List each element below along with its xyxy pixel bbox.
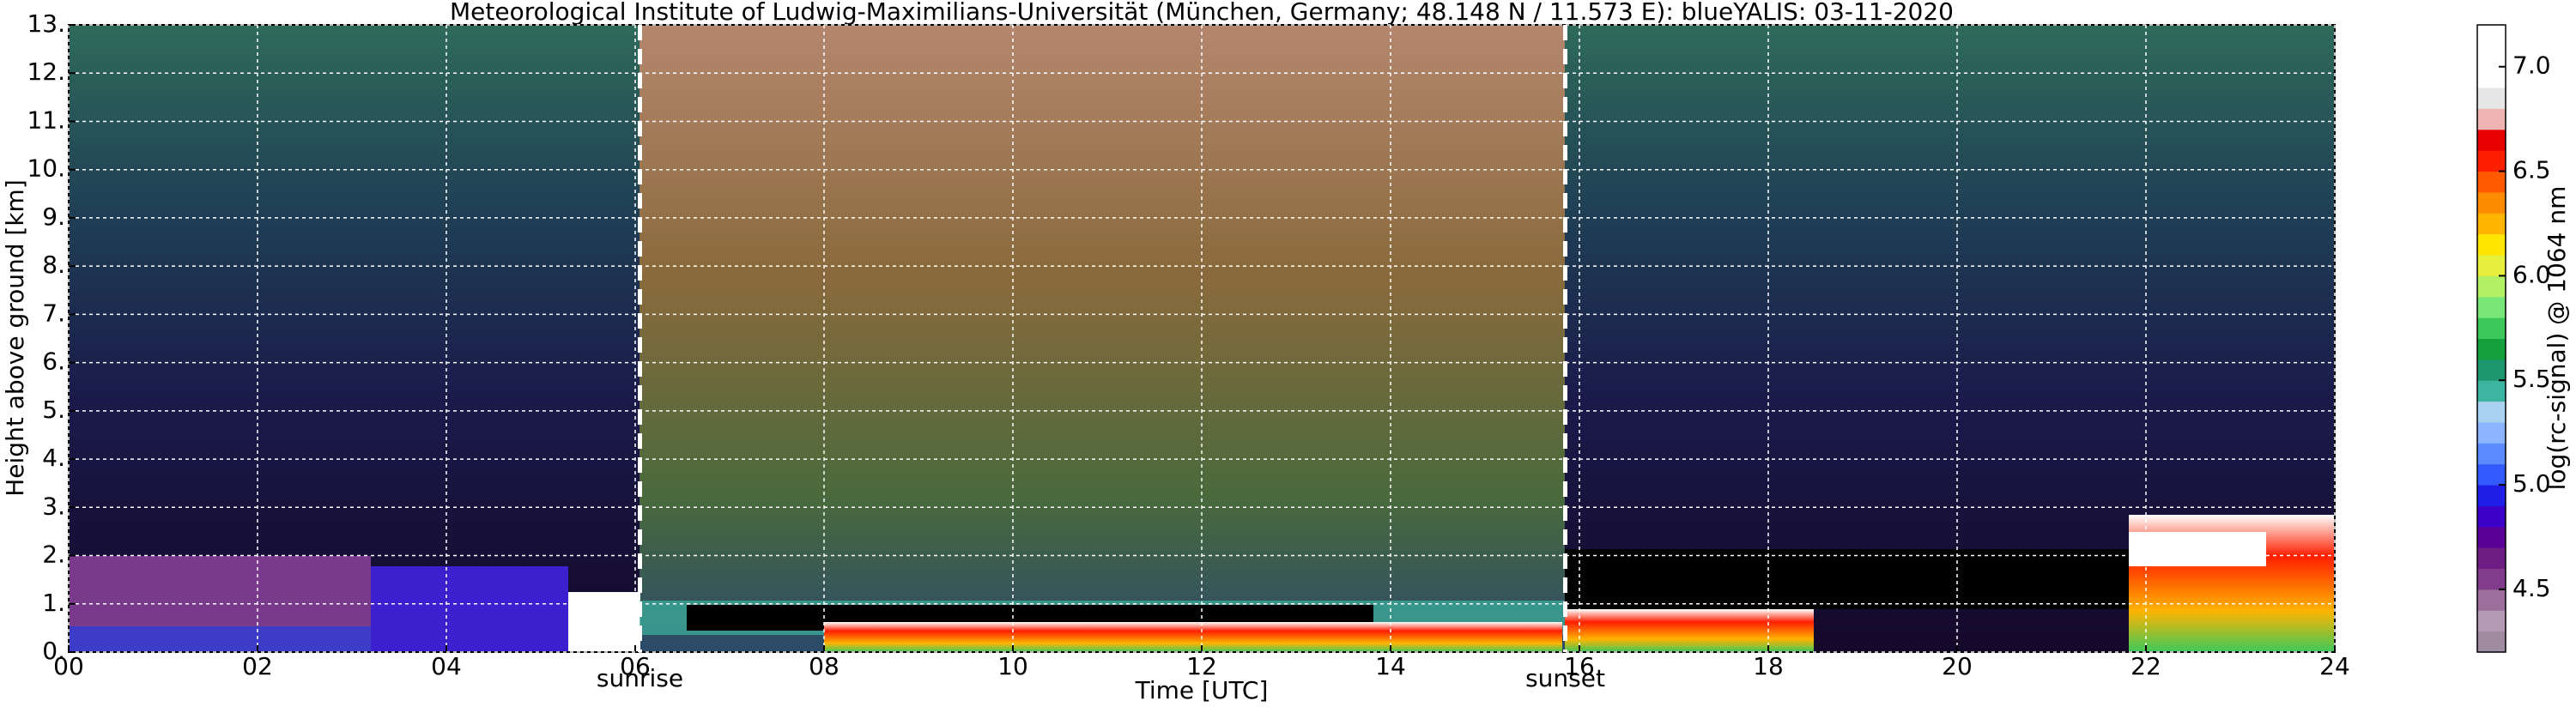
y-tick-label: 0. bbox=[42, 637, 65, 665]
colorbar-segment bbox=[2477, 443, 2506, 465]
colorbar-segment bbox=[2477, 568, 2506, 590]
y-tick-label: 1. bbox=[42, 589, 65, 617]
y-tick-label: 9. bbox=[42, 202, 65, 231]
colorbar-label: log(rc-signal) @ 1064 nm bbox=[2543, 186, 2571, 491]
x-tick-label: 24 bbox=[2319, 652, 2350, 680]
y-tick-label: 2. bbox=[42, 541, 65, 569]
colorbar-segment bbox=[2477, 380, 2506, 402]
x-tick-label: 12 bbox=[1186, 652, 1217, 680]
y-tick-label: 11. bbox=[27, 106, 65, 134]
colorbar-segment bbox=[2477, 485, 2506, 506]
colorbar-segment bbox=[2477, 66, 2506, 88]
y-tick-label: 7. bbox=[42, 299, 65, 327]
y-tick-label: 5. bbox=[42, 396, 65, 424]
colorbar-tick-label: 5.0 bbox=[2512, 469, 2551, 498]
colorbar-segment bbox=[2477, 88, 2506, 109]
colorbar-segment bbox=[2477, 317, 2506, 339]
y-tick-label: 13. bbox=[27, 9, 65, 38]
colorbar-segment bbox=[2477, 108, 2506, 130]
annotation-label: sunrise bbox=[597, 664, 683, 692]
y-tick-label: 12. bbox=[27, 57, 65, 86]
chart-title: Meteorological Institute of Ludwig-Maxim… bbox=[450, 0, 1954, 26]
x-tick-label: 06 bbox=[620, 652, 651, 680]
x-tick-label: 04 bbox=[431, 652, 462, 680]
colorbar-segment bbox=[2477, 463, 2506, 486]
colorbar-segment bbox=[2477, 401, 2506, 423]
x-tick-label: 18 bbox=[1753, 652, 1784, 680]
colorbar-segment bbox=[2477, 25, 2506, 46]
colorbar-segment bbox=[2477, 45, 2506, 68]
colorbar-segment bbox=[2477, 213, 2506, 235]
x-tick-label: 00 bbox=[53, 652, 84, 680]
y-tick-label: 6. bbox=[42, 347, 65, 376]
annotation-label: sunset bbox=[1525, 664, 1605, 692]
x-tick-label: 16 bbox=[1564, 652, 1595, 680]
colorbar-segment bbox=[2477, 526, 2506, 548]
colorbar-tick-label: 5.5 bbox=[2512, 365, 2551, 393]
y-tick-label: 3. bbox=[42, 492, 65, 520]
y-tick-label: 4. bbox=[42, 444, 65, 472]
colorbar-segment bbox=[2477, 296, 2506, 318]
colorbar-segment bbox=[2477, 150, 2506, 172]
colorbar-segment bbox=[2477, 589, 2506, 611]
colorbar-segment bbox=[2477, 610, 2506, 632]
y-tick-label: 8. bbox=[42, 251, 65, 279]
colorbar-tick-label: 6.0 bbox=[2512, 260, 2551, 288]
colorbar-segment bbox=[2477, 338, 2506, 360]
colorbar-segment bbox=[2477, 547, 2506, 570]
colorbar-tick-label: 7.0 bbox=[2512, 51, 2551, 80]
colorbar-tick-label: 4.5 bbox=[2512, 574, 2551, 602]
x-tick-label: 10 bbox=[997, 652, 1028, 680]
colorbar-segment bbox=[2477, 191, 2506, 214]
colorbar-segment bbox=[2477, 275, 2506, 298]
x-axis-label: Time [UTC] bbox=[1135, 676, 1269, 704]
x-tick-label: 14 bbox=[1375, 652, 1406, 680]
colorbar-segment bbox=[2477, 505, 2506, 528]
heatmap bbox=[69, 25, 2335, 652]
x-tick-label: 22 bbox=[2131, 652, 2161, 680]
colorbar-segment bbox=[2477, 255, 2506, 276]
x-tick-label: 08 bbox=[809, 652, 839, 680]
colorbar-segment bbox=[2477, 129, 2506, 151]
colorbar-segment bbox=[2477, 233, 2506, 256]
colorbar-segment bbox=[2477, 421, 2506, 444]
colorbar-segment bbox=[2477, 359, 2506, 381]
colorbar-tick-label: 6.5 bbox=[2512, 156, 2551, 184]
colorbar-segment bbox=[2477, 631, 2506, 653]
x-tick-label: 02 bbox=[242, 652, 273, 680]
y-axis-label: Height above ground [km] bbox=[1, 179, 29, 497]
colorbar-frame bbox=[2476, 24, 2506, 653]
x-tick-label: 20 bbox=[1942, 652, 1973, 680]
colorbar-segment bbox=[2477, 171, 2506, 193]
y-tick-label: 10. bbox=[27, 154, 65, 183]
